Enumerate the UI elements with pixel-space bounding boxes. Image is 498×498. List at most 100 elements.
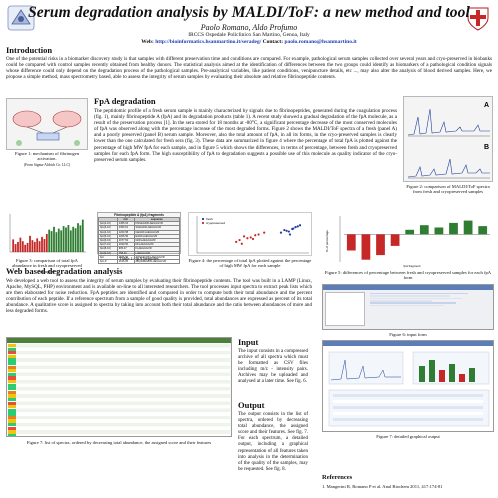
screenshot-row [8,401,230,405]
figure-4-point [285,229,288,232]
figure-2-panel-b-label: B [484,144,489,151]
figure-4-svg: fresh cryopreserved [196,216,309,254]
screenshot-row [8,372,230,377]
figure-4-point [292,227,295,230]
fpa-degradation-heading: FpA degradation [94,96,156,106]
figure-4-point [263,231,266,234]
figure-8-caption: Figure 7: detailed graphical output [376,434,440,439]
figure-4-point [246,237,249,240]
references-heading: References [322,474,353,481]
figure-4-point [238,238,241,242]
screenshot-row [8,387,230,391]
figure-5-bar [390,234,400,246]
affiliation: IRCCS Ospedale Policlinico San Martino, … [188,32,310,38]
figure-3-bar [43,239,46,252]
table-row: fpA(5-16) 1206.56 EGDFLAEGGGVR [98,233,180,240]
figure-4-point [235,240,238,243]
figure-3-bar [33,241,36,252]
figure-6-screenshot [322,284,494,330]
figure-3-bar [19,237,22,252]
input-text: The input consists in a compressed archi… [238,349,308,385]
figure-4-point [283,228,286,232]
web-based-text: We developed a web tool to assess the in… [6,278,312,315]
figure-3-bar [45,234,48,252]
figure-3-chart [6,212,88,256]
introduction-text: One of the potential risks in a biomarke… [6,56,492,81]
figure-5-bar [361,234,371,260]
screenshot-row [8,408,230,412]
figure-1-diagram [6,98,88,150]
figure-3-bar [48,229,51,252]
figure-3-bar [60,230,63,252]
figure-3-bar [31,240,34,252]
figure-3-bar [36,238,39,252]
figure-3-bar [65,227,67,252]
figure-3-bar [74,228,77,252]
fpa-degradation-text: The peptidomic profile of a fresh serum … [94,108,397,163]
output-text: The output consists in the list of spect… [238,412,308,472]
figure-3-bar [55,232,58,252]
figure-1-source: (From Sigma-Aldrich Co. LLC) [23,163,71,167]
figure-4-point [240,242,243,245]
figure-5-chart: % of percentage fpA fragment [322,212,494,268]
input-heading: Input [238,337,259,347]
figure-3-bar [72,226,75,252]
figure-3-svg [9,214,86,253]
figure-3-bar [12,239,15,252]
figure-4-point [251,237,255,241]
table-1-title: Fibrinopeptide A (fpA) fragments [114,213,164,217]
figure-4-point [296,225,299,228]
figure-5-bar [376,234,385,256]
figure-3-caption: Figure 3: comparison of total fpA abunda… [12,258,82,274]
figure-8-screenshot [322,340,494,432]
figure-3-bar [69,230,72,252]
figure-2-caption: Figure 2: comparison of MALDI/ToF spectr… [406,184,490,195]
screenshot-row [8,397,230,402]
figure-4-point [249,236,252,239]
table-1: Fibrinopeptide A (fpA) fragments m/z sequ… [97,212,181,265]
figure-4-legend-cryo: cryopreserved [206,221,225,225]
figure-3-bar [53,226,55,252]
figure-2-spectra: A B [403,96,493,182]
figure-3-bar [81,219,84,252]
figure-1-caption: Figure 1: mechanism of fibrinogen activa… [14,151,80,162]
table-cell: EGDFLAEGGGVR [133,233,180,240]
table-cell: GEGDFLAEGGGVR [133,229,180,235]
figure-3-bar [17,241,19,252]
figure-3-bar [62,226,65,252]
figure-4-legend-fresh: fresh [206,217,213,221]
figure-5-caption: Figure 5: differences of percentage betw… [324,270,492,281]
figure-5-bar [405,229,415,235]
figure-4-point [254,234,257,237]
figure-6-caption: Figure 6: input form [389,332,427,337]
screenshot-row [8,351,230,355]
table-row: fpA(4-16) 1263.58 GEGDFLAEGGGVR [98,229,180,235]
screenshot-row [8,433,230,436]
table-row: fpA(3-16) 1350.61 SGEGDFLAEGGGVR [98,225,180,231]
figure-4-point [279,231,283,234]
screenshot-row [8,430,230,434]
screenshot-row [8,415,230,420]
screenshot-row [8,412,230,416]
contact-label: Contact: [261,39,285,45]
institute-logo [6,4,36,32]
contact-email-link[interactable]: paolo.romano@hsanmartino.it [284,39,357,45]
figure-5-bar [449,222,458,235]
screenshot-row [8,354,230,359]
figure-4-point [288,233,292,236]
table-1-caption: Table 1: fpA peptides [119,256,159,261]
figure-3-bar [26,243,29,252]
figure-5-xlabel: fpA fragment [403,264,420,268]
screenshot-row [8,358,230,362]
screenshot-row [8,383,230,387]
figure-5-bar [434,227,444,235]
web-based-heading: Web based degradation analysis [6,266,123,276]
web-url-link[interactable]: http://bioinformatics.hsanmartino.it/ser… [155,39,262,45]
figure-5-bar [346,234,356,251]
figure-4-chart: fresh cryopreserved [188,212,312,256]
introduction-heading: Introduction [6,45,53,55]
figure-5-bar [419,225,429,235]
figure-4-point [287,230,290,233]
figure-4-point [242,235,246,238]
table-1-grid: m/z sequence fpA(2-16) 1465.64 DSGEGDFLAEGG… [98,216,180,265]
